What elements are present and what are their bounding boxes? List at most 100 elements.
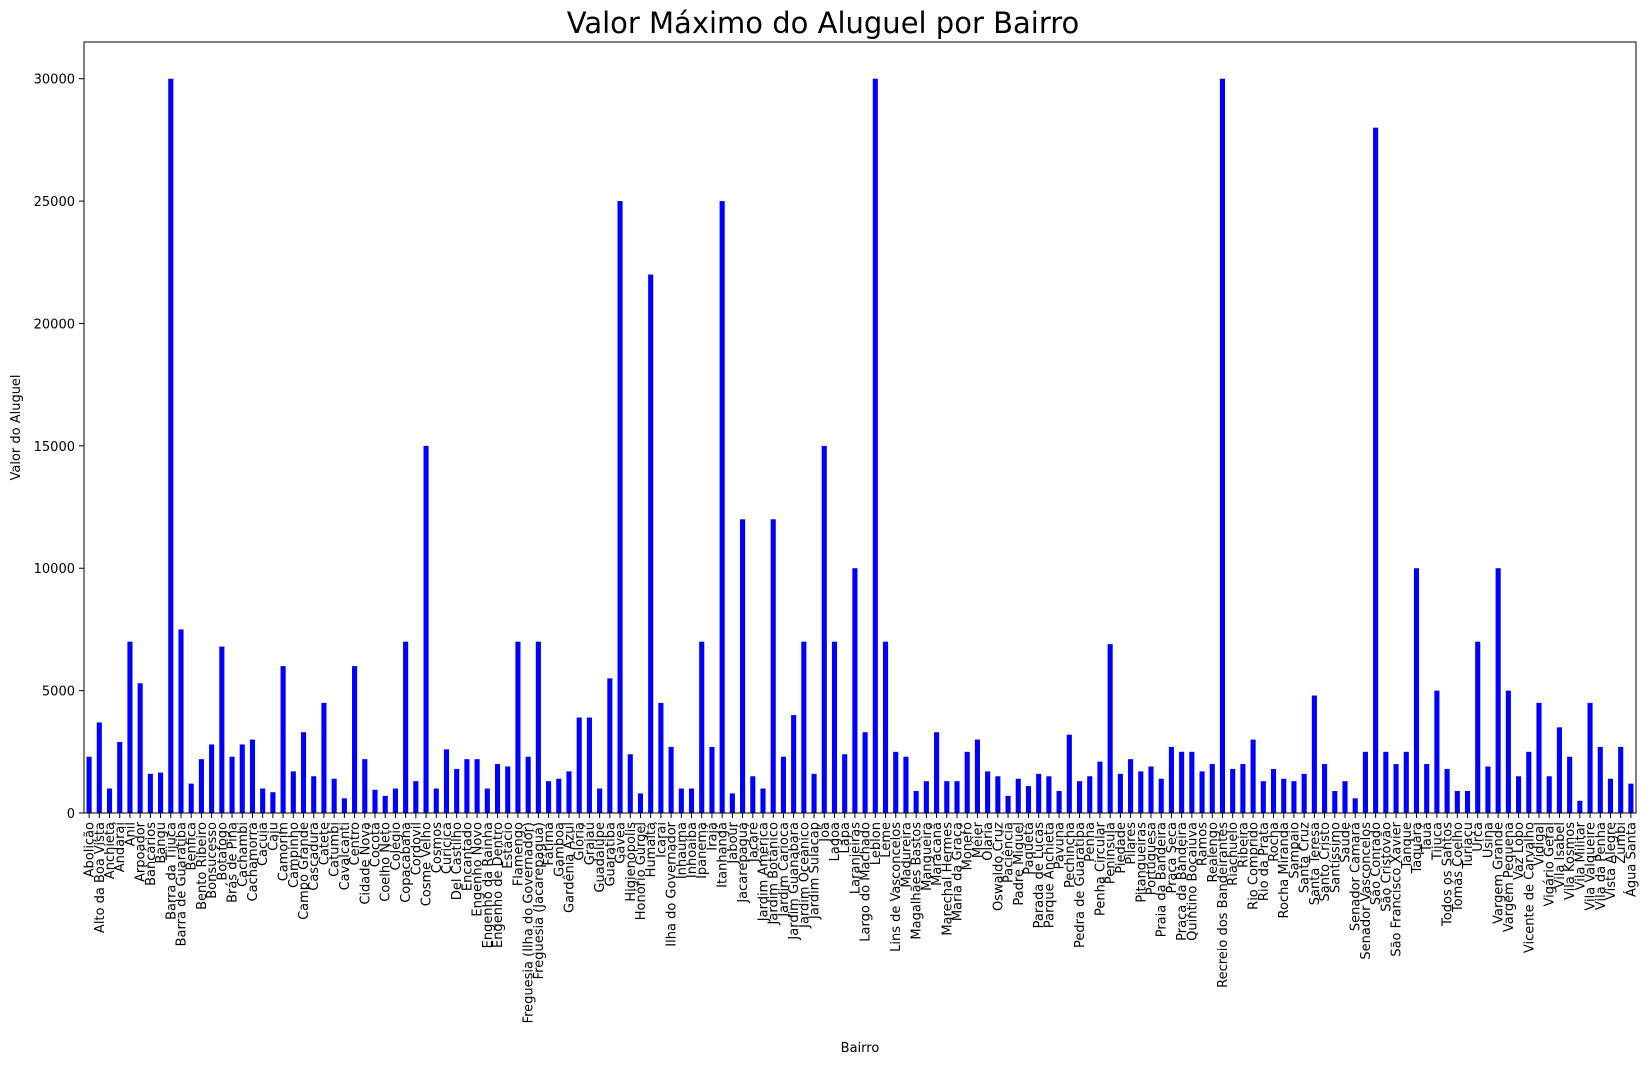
bar [1383, 751, 1389, 813]
bar [1485, 766, 1491, 813]
bar [1046, 776, 1052, 813]
x-tick-label: Tauá [1420, 822, 1435, 853]
x-tick-label: Grajaú [583, 822, 598, 865]
bar [1117, 773, 1123, 813]
bar [658, 702, 664, 813]
y-tick-label: 25000 [34, 195, 75, 210]
x-tick-label: Brás de Pina [226, 822, 241, 903]
x-tick-label: Ipanema [695, 822, 710, 879]
bar [1444, 768, 1450, 813]
x-tick-label: Padre Miguel [1012, 822, 1027, 906]
x-tick-label: Cordovil [409, 822, 424, 875]
bar [464, 759, 470, 813]
bar [249, 739, 256, 813]
x-tick-label: Usina [1481, 822, 1496, 858]
x-tick-label: Rocha Miranda [1277, 822, 1292, 918]
x-tick-label: Icaraí [654, 822, 669, 858]
x-tick-label: Vargem Pequena [1502, 822, 1517, 932]
x-tick-label: Bonsucesso [205, 822, 220, 899]
x-tick-label: Camorim [277, 822, 292, 881]
bar [413, 781, 419, 813]
x-tick-label: Lagoa [828, 822, 843, 861]
bar [117, 742, 123, 813]
x-tick-label: Colégio [389, 822, 404, 871]
bar [913, 790, 919, 813]
y-tick-label: 15000 [34, 440, 75, 455]
bar [443, 749, 450, 813]
bar [546, 781, 552, 813]
x-tick-label: Vista Alegre [1604, 822, 1619, 900]
x-tick-label: Vicente de Carvalho [1522, 822, 1537, 953]
x-tick-label: Campinho [287, 822, 302, 888]
bar [1230, 768, 1236, 813]
bar [515, 641, 521, 813]
bar [494, 764, 501, 813]
x-tick-label: Vila Valqueire [1584, 822, 1599, 911]
x-tick-label: Gávea [614, 822, 629, 864]
x-tick-label: Penha [1083, 822, 1098, 862]
x-tick-label: Guadalupe [593, 822, 608, 893]
x-tick-label: Laranjeiras [848, 822, 863, 894]
bar [1352, 798, 1358, 813]
bar [556, 778, 562, 813]
bar [1087, 776, 1093, 813]
bar [1628, 783, 1634, 813]
bar [158, 772, 164, 813]
x-tick-label: Encantado [460, 822, 475, 891]
x-tick-label: Olaria [981, 822, 996, 861]
x-tick-label: Maria da Graça [951, 822, 966, 921]
bar [770, 519, 776, 813]
x-tick-label: Moneró [961, 822, 976, 870]
bar [1403, 751, 1409, 813]
bar [1495, 568, 1501, 813]
bar [260, 788, 266, 813]
bar [1199, 771, 1205, 813]
x-tick-label: Cascadura [307, 822, 322, 891]
bar [1107, 644, 1113, 813]
bar [147, 773, 153, 813]
x-tick-label: Santíssimo [1328, 822, 1343, 893]
bar [801, 641, 807, 813]
bar [1311, 695, 1317, 813]
bar [821, 445, 827, 813]
x-tick-label: Glória [573, 822, 588, 861]
bar [1434, 690, 1440, 813]
bar [1556, 727, 1562, 813]
bar [352, 666, 358, 813]
bar [882, 641, 889, 813]
bar [709, 746, 715, 813]
x-tick-label: Higienópolis [624, 822, 639, 902]
bar [1148, 766, 1154, 813]
x-tick-label: Recreio dos Bandeirantes [1216, 822, 1231, 988]
bar [1250, 739, 1256, 813]
x-tick-label: Abolição [83, 822, 98, 877]
x-tick-label: Centro [348, 822, 363, 865]
x-tick-label: Catete [317, 822, 332, 865]
x-tick-label: Vigário Geral [1543, 822, 1558, 906]
x-tick-label: Vila da Penha [1594, 822, 1609, 910]
x-tick-label: Méier [971, 821, 986, 858]
bar [597, 788, 603, 813]
bars-group [86, 78, 1634, 814]
y-tick-label: 10000 [34, 562, 75, 577]
x-tick-label: Paciência [1002, 822, 1017, 883]
bar [341, 798, 347, 813]
bar [566, 771, 572, 813]
x-tick-label: Marechal Hermes [940, 822, 955, 936]
x-tick-label: Taquara [1410, 822, 1425, 875]
bar [1240, 764, 1246, 813]
x-tick-label: Honório Gurgel [634, 822, 649, 920]
x-tick-label: Magalhães Bastos [910, 822, 925, 940]
bar [106, 788, 113, 813]
x-tick-label: Cacuia [256, 822, 271, 866]
x-tick-label: Jardim Botânico [767, 822, 782, 926]
bar [1424, 764, 1430, 813]
x-tick-label: Caju [266, 822, 281, 851]
bar [321, 702, 327, 813]
x-tick-label: Cachamorra [246, 822, 261, 901]
x-tick-label: Gardênia Azul [563, 822, 578, 913]
x-tick-label: Pedra de Guaratiba [1073, 822, 1088, 948]
bar [750, 776, 756, 813]
x-tick-label: Bancários [144, 822, 159, 886]
